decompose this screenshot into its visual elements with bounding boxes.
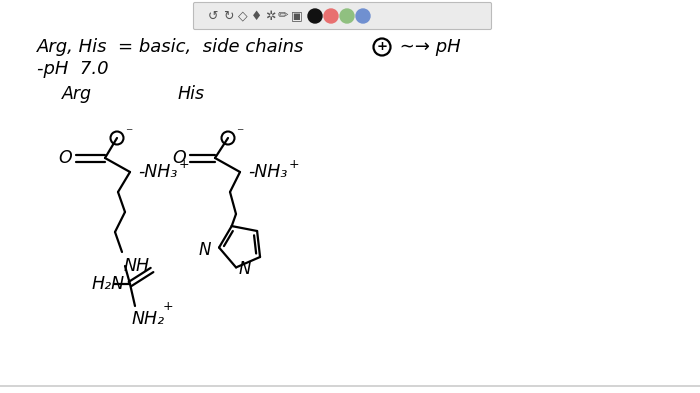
Text: ◇: ◇ [238, 9, 248, 22]
Text: N: N [199, 241, 211, 259]
Text: ↺: ↺ [208, 9, 218, 22]
Text: Arg, His  = basic,  side chains: Arg, His = basic, side chains [37, 38, 304, 56]
Text: +: + [178, 158, 189, 171]
Text: ⁻: ⁻ [237, 126, 244, 140]
Text: +: + [288, 158, 300, 171]
Text: NH: NH [124, 257, 150, 275]
Circle shape [308, 9, 322, 23]
Text: -NH₃: -NH₃ [138, 163, 177, 181]
Text: ▣: ▣ [291, 9, 303, 22]
Text: O: O [172, 149, 186, 167]
Text: -pH  7.0: -pH 7.0 [37, 60, 108, 78]
Text: ✲: ✲ [265, 9, 275, 22]
Text: N: N [238, 261, 251, 278]
Text: O: O [58, 149, 72, 167]
Circle shape [340, 9, 354, 23]
Text: Arg: Arg [62, 85, 92, 103]
Circle shape [356, 9, 370, 23]
Text: +: + [162, 299, 174, 312]
Text: -NH₃: -NH₃ [248, 163, 288, 181]
Text: NH₂: NH₂ [132, 310, 165, 328]
Text: ✏: ✏ [278, 9, 288, 22]
Text: ♦: ♦ [251, 9, 262, 22]
Text: H₂N: H₂N [92, 275, 125, 293]
Text: ⁻: ⁻ [125, 126, 133, 140]
Circle shape [324, 9, 338, 23]
Text: ∼→ pH: ∼→ pH [394, 38, 461, 56]
Text: His: His [178, 85, 205, 103]
Text: ↻: ↻ [223, 9, 233, 22]
FancyBboxPatch shape [193, 2, 491, 29]
Text: +: + [377, 40, 388, 53]
